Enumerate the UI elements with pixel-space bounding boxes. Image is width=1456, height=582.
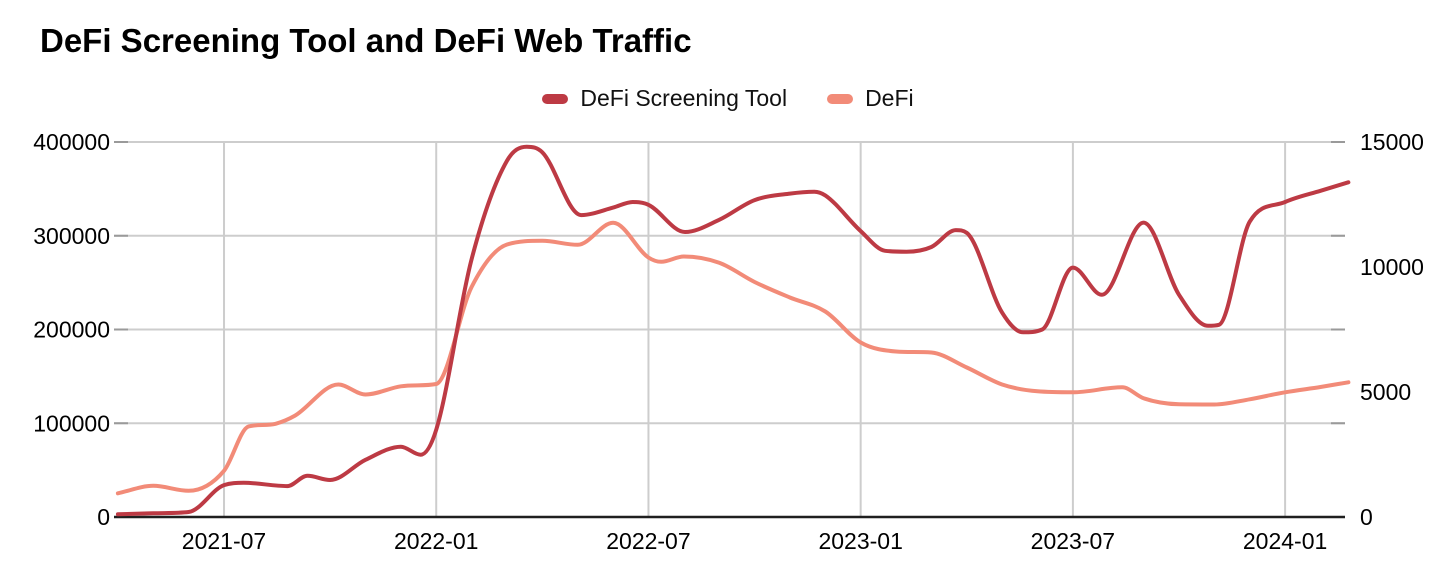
left-axis-label: 200000 xyxy=(33,317,110,343)
x-axis-label: 2023-07 xyxy=(1031,528,1115,554)
right-axis-label: 10000 xyxy=(1360,254,1424,280)
series-line-defi xyxy=(115,220,1351,496)
right-axis-label: 15000 xyxy=(1360,129,1424,155)
legend-swatch-icon xyxy=(542,93,569,104)
legend-swatch-icon xyxy=(827,93,854,104)
left-axis-label: 0 xyxy=(97,504,110,530)
x-axis-label: 2021-07 xyxy=(182,528,266,554)
legend: DeFi Screening Tool DeFi xyxy=(0,85,1456,112)
x-axis-label: 2022-01 xyxy=(394,528,478,554)
series-line-defi-screening-tool xyxy=(115,144,1351,517)
x-axis-label: 2024-01 xyxy=(1243,528,1327,554)
left-axis-label: 300000 xyxy=(33,223,110,249)
x-axis-label: 2022-07 xyxy=(606,528,690,554)
chart-title: DeFi Screening Tool and DeFi Web Traffic xyxy=(40,22,692,59)
legend-item-1: DeFi xyxy=(827,85,914,112)
left-axis-label: 100000 xyxy=(33,410,110,436)
legend-label: DeFi Screening Tool xyxy=(580,85,788,111)
legend-label: DeFi xyxy=(865,85,914,111)
left-axis-label: 400000 xyxy=(33,129,110,155)
x-axis-label: 2023-01 xyxy=(818,528,902,554)
right-axis-label: 0 xyxy=(1360,504,1373,530)
legend-item-0: DeFi Screening Tool xyxy=(542,85,787,112)
right-axis-label: 5000 xyxy=(1360,379,1411,405)
